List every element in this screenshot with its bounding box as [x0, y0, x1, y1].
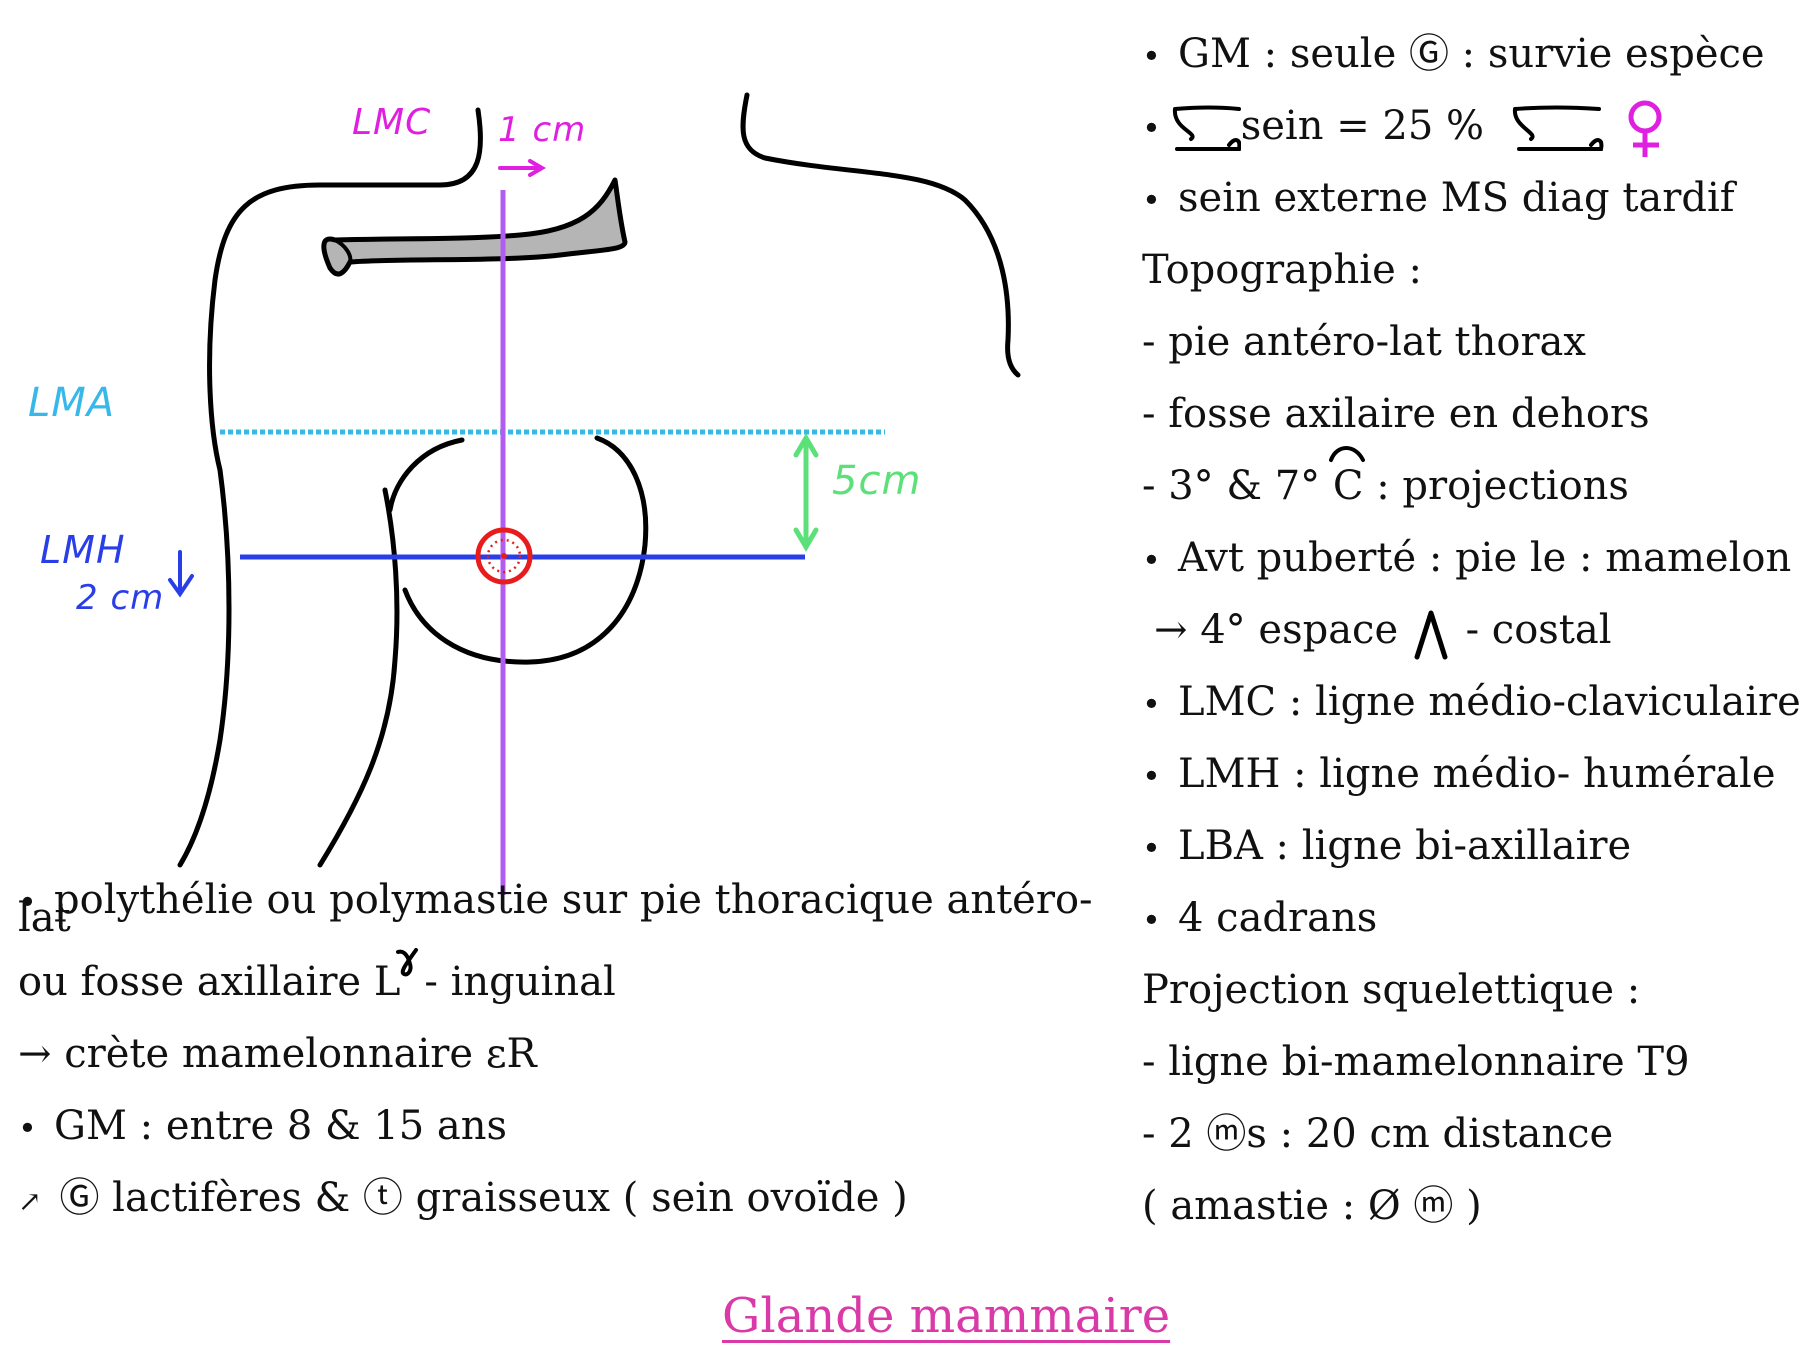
note-fosse-inguinal: ou fosse axillaire L - inguinal	[18, 946, 1098, 1018]
right-notes: GM : seule Ⓖ : survie espèce sein = 25 %…	[1142, 18, 1800, 1242]
note-topographie: Topographie :	[1142, 247, 1422, 293]
note-lba: LBA : ligne bi-axillaire	[1142, 810, 1782, 882]
female-symbol-icon	[1628, 100, 1662, 157]
note-sein-externe: sein externe MS diag tardif	[1142, 162, 1782, 234]
note-fosse-axilaire: - fosse axilaire en dehors	[1142, 391, 1650, 437]
note-projections: - 3° & 7° C : projections	[1142, 446, 1782, 522]
increase-arrow-icon: ↗	[18, 1185, 42, 1218]
breast-outline	[387, 435, 649, 665]
lmc-label: LMC	[352, 102, 432, 143]
body-outline-inner-left	[317, 487, 400, 868]
note-polythelie: polythélie ou polymastie sur pie thoraci…	[18, 880, 1098, 920]
cancer-symbol-icon-2	[1512, 105, 1604, 151]
note-lmh: LMH : ligne médio- humérale	[1142, 738, 1782, 810]
note-ligne-bi-mamelonnaire: - ligne bi-mamelonnaire T9	[1142, 1039, 1690, 1085]
chest-diagram: LMC 1 cm LMA LMH 2 cm 5cm	[0, 0, 1050, 900]
lmc-offset-label: 1 cm	[498, 110, 587, 150]
body-outline-right	[740, 92, 1021, 378]
note-projection-squelettique: Projection squelettique :	[1142, 967, 1641, 1013]
gamma-symbol-icon	[396, 948, 419, 977]
note-4-cadrans: 4 cadrans	[1142, 882, 1782, 954]
distance-label: 5cm	[832, 458, 922, 504]
cote-symbol: C	[1328, 446, 1365, 522]
hat-icon	[1328, 446, 1365, 462]
note-avt-puberte: Avt puberté : pie le : mamelon	[1142, 522, 1791, 594]
cancer-symbol-icon	[1172, 105, 1242, 151]
note-gm-age: GM : entre 8 & 15 ans	[18, 1090, 1098, 1162]
note-20cm-distance: - 2 ⓜs : 20 cm distance	[1142, 1111, 1614, 1157]
note-lat: lat	[18, 895, 71, 941]
note-lactiferes: ↗ Ⓖ lactifères & ⓣ graisseux ( sein ovoïd…	[18, 1175, 908, 1221]
lmh-down-arrow	[168, 550, 194, 598]
note-pie-anterolat: - pie antéro-lat thorax	[1142, 319, 1586, 365]
lmc-offset-arrow	[498, 159, 546, 177]
lma-label: LMA	[28, 380, 116, 426]
lmh-offset-label: 2 cm	[76, 578, 165, 618]
note-crete-mamelonnaire: → crète mamelonnaire εR	[18, 1031, 537, 1077]
note-gm-survie: GM : seule Ⓖ : survie espèce	[1142, 18, 1782, 90]
clavicle	[321, 177, 628, 277]
lmh-label: LMH	[40, 528, 126, 572]
note-4e-espace: → 4° espace - costal	[1142, 594, 1782, 666]
body-outline-left	[177, 107, 483, 868]
note-cancer-sein: sein = 25 %	[1142, 90, 1782, 162]
bottom-notes: polythélie ou polymastie sur pie thoraci…	[18, 880, 1098, 1234]
nipple-icon	[475, 527, 533, 585]
page-title: Glande mammaire	[722, 1288, 1171, 1344]
note-lmc: LMC : ligne médio-claviculaire	[1142, 666, 1800, 738]
note-amastie: ( amastie : Ø ⓜ )	[1142, 1183, 1482, 1229]
chest-drawing	[168, 92, 1021, 895]
inter-symbol-icon	[1414, 610, 1448, 660]
distance-arrow	[793, 433, 819, 552]
